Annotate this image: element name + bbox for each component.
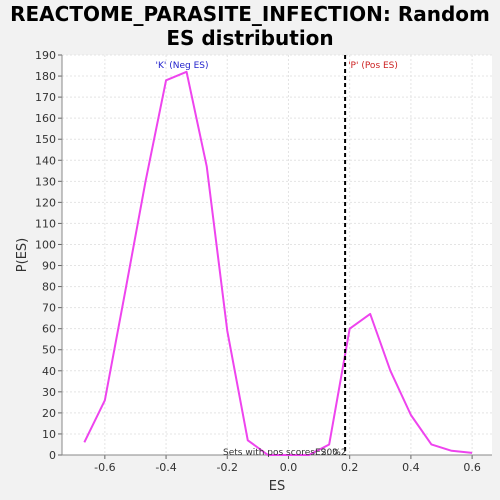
y-tick-label: 40	[42, 365, 56, 378]
y-tick-label: 90	[42, 260, 56, 273]
y-tick-label: 80	[42, 281, 56, 294]
y-axis-label: P(ES)	[15, 238, 30, 272]
chart-title-line-2: ES distribution	[166, 26, 334, 50]
x-tick-label: 0.6	[463, 461, 481, 474]
grid-lines	[62, 54, 492, 456]
y-tick-label: 0	[49, 449, 56, 462]
annotation-layer: 'K' (Neg ES) 'P' (Pos ES) Sets with pos …	[156, 61, 398, 458]
y-tick-label: 180	[35, 70, 56, 83]
y-tick-label: 150	[35, 133, 56, 146]
y-tick-label: 160	[35, 112, 56, 125]
chart-title-line-1: REACTOME_PARASITE_INFECTION: Random	[10, 2, 490, 26]
neg-es-label: 'K' (Neg ES)	[156, 61, 209, 71]
density-series-line	[83, 70, 473, 456]
x-tick-label: 0.2	[341, 461, 359, 474]
es-value-text: ES: 0.2	[315, 448, 347, 458]
y-tick-label: 30	[42, 386, 56, 399]
x-tick-label: 0.4	[402, 461, 420, 474]
y-tick-label: 60	[42, 323, 56, 336]
series-layer	[83, 55, 473, 456]
y-tick-label: 110	[35, 217, 56, 230]
x-tick-label: 0.0	[280, 461, 298, 474]
x-tick-label: -0.4	[155, 461, 176, 474]
plot-area	[62, 55, 492, 455]
x-tick-label: -0.2	[217, 461, 238, 474]
pos-scores-text: Sets with pos scores: 20%	[223, 448, 341, 458]
y-tick-label: 120	[35, 196, 56, 209]
y-tick-label: 50	[42, 344, 56, 357]
x-tick-label: -0.6	[94, 461, 115, 474]
y-tick-label: 100	[35, 238, 56, 251]
pos-es-label: 'P' (Pos ES)	[348, 61, 398, 71]
y-tick-label: 140	[35, 154, 56, 167]
y-tick-label: 170	[35, 91, 56, 104]
y-tick-label: 20	[42, 407, 56, 420]
axes: 0 10 20 30 40 50 60 70 80 90 100 110 120 130 140 150 160…	[35, 49, 492, 474]
y-tick-label: 70	[42, 302, 56, 315]
y-tick-label: 130	[35, 175, 56, 188]
y-tick-label: 190	[35, 49, 56, 62]
chart-title: REACTOME_PARASITE_INFECTION: Random ES d…	[0, 2, 500, 50]
y-tick-label: 10	[42, 428, 56, 441]
x-axis-label: ES	[269, 479, 285, 494]
